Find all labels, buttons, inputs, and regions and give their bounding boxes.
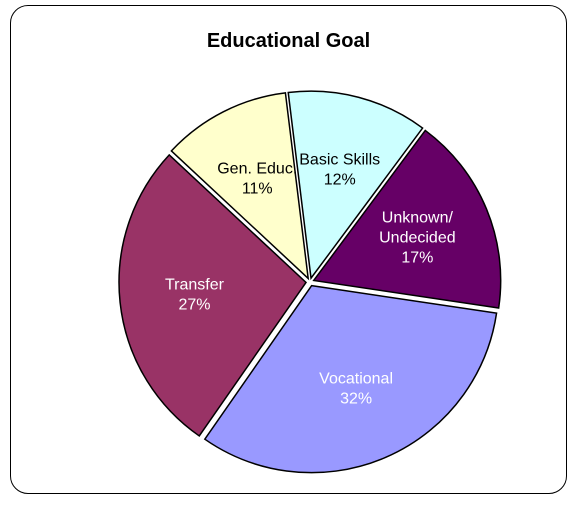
pie-slice-3 — [118, 153, 308, 437]
pie-slice-1 — [312, 129, 502, 309]
slice-category-label-1: Undecided — [379, 230, 456, 247]
slice-percent-label-4: 11% — [242, 180, 273, 197]
pie-slice-0 — [287, 90, 424, 281]
slice-category-label-3: Transfer — [165, 276, 225, 293]
slice-percent-label-0: 12% — [324, 172, 356, 189]
slice-percent-label-2: 32% — [340, 391, 372, 408]
slice-percent-label-1: 17% — [401, 250, 433, 267]
slice-percent-label-3: 27% — [178, 296, 210, 313]
slice-category-label-2: Vocational — [319, 371, 393, 388]
slice-category-label-0: Basic Skills — [299, 152, 380, 169]
slice-category-label-1: Unknown/ — [382, 210, 454, 227]
pie-slice-2 — [203, 284, 498, 474]
chart-title: Educational Goal — [206, 30, 371, 52]
pie-slice-4 — [170, 91, 310, 281]
slice-category-label-4: Gen. Educ. — [217, 160, 297, 177]
